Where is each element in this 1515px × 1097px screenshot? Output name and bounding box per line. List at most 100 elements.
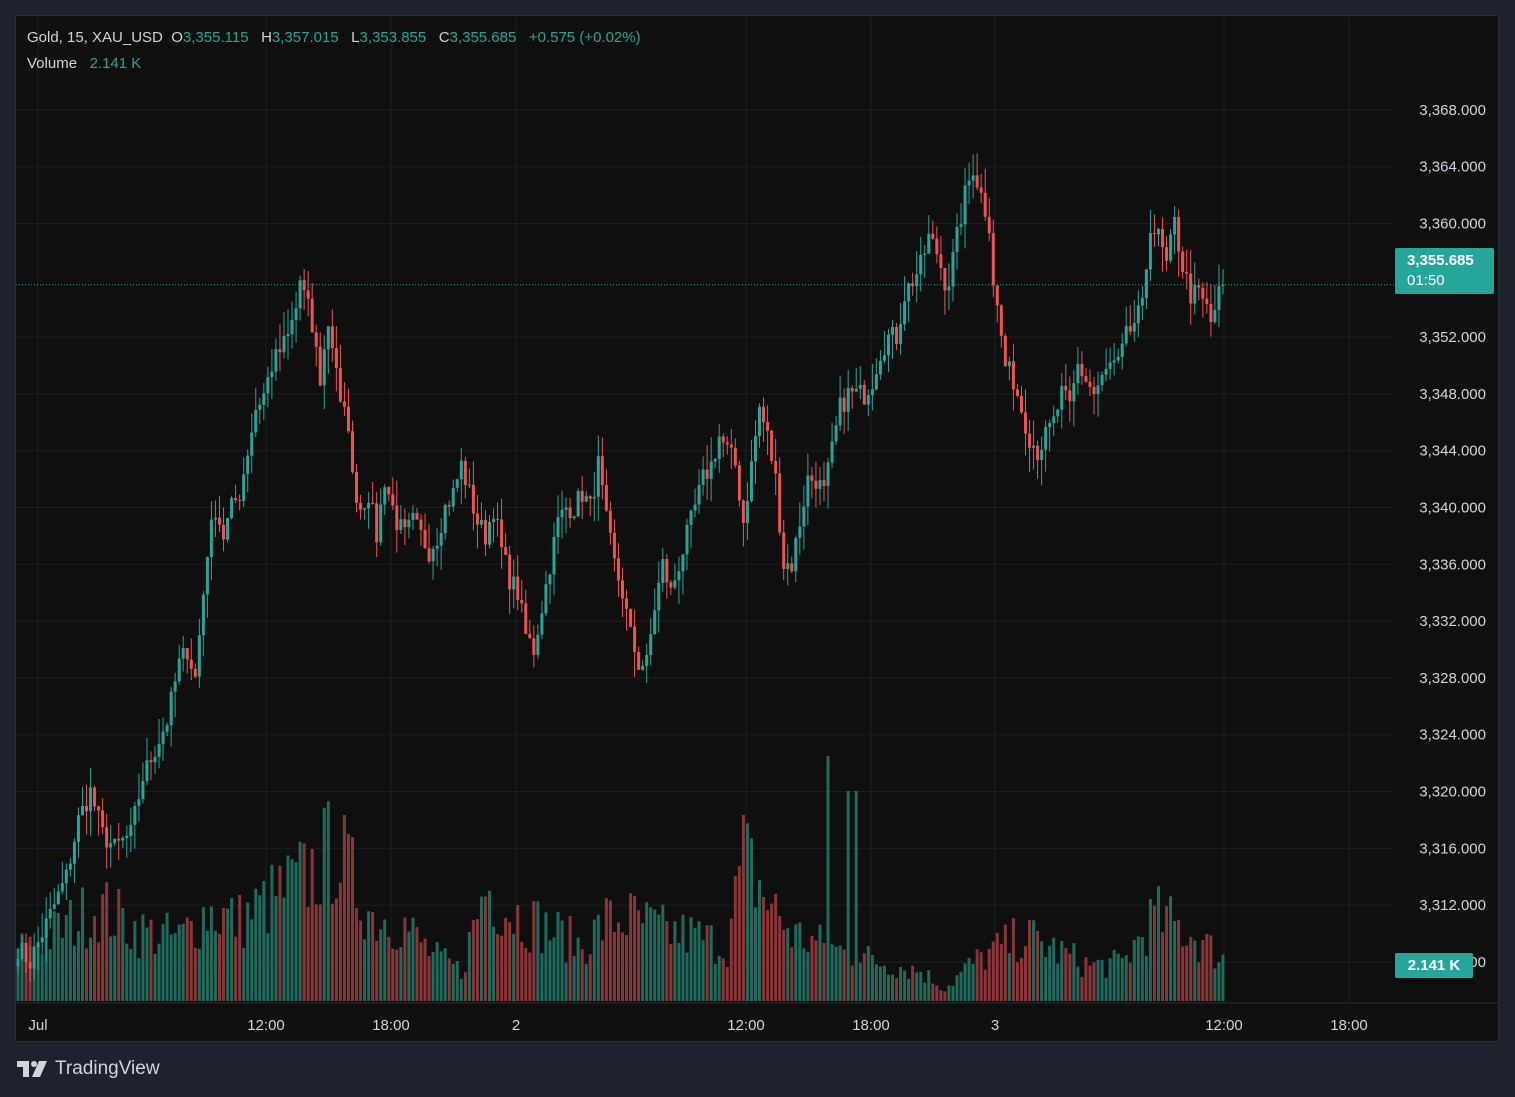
candle-body [1028,433,1032,448]
candle-body [673,580,677,588]
x-tick-label: 18:00 [372,1017,410,1034]
candle-body [1205,298,1209,304]
volume-bar [540,953,544,1001]
symbol-legend[interactable]: Gold, 15, XAU_USD O3,355.115 H3,357.015 … [27,29,641,46]
chart-frame[interactable] [15,15,1499,1042]
candle-body [181,648,185,659]
volume-bar [475,919,479,1001]
volume-bar [822,942,826,1001]
candle-body [733,447,737,466]
volume-bar [1015,962,1019,1001]
volume-bar [435,942,439,1001]
volume-bar [242,947,246,1001]
candle-body [536,634,540,655]
y-tick-label: 3,352.000 [1419,329,1486,346]
candle-body [278,349,282,353]
grid [16,17,1498,1004]
volume-bar [641,923,645,1001]
volume-bar [24,956,28,1001]
candle-body [274,349,278,372]
volume-bar [1064,947,1068,1001]
candle-body [798,526,802,538]
tradingview-brand[interactable]: TradingView [17,1058,160,1080]
volume-bar [733,876,737,1001]
candle-body [1040,449,1044,461]
volume-bar [637,910,641,1001]
volume-bar [427,956,431,1001]
candle-body [334,348,338,368]
volume-bar [1056,963,1060,1001]
volume-value: 2.141 K [89,55,142,72]
candle-body [963,185,967,225]
candle-body [766,422,770,431]
volume-bar [874,964,878,1001]
candle-body [915,274,919,287]
symbol-title[interactable]: Gold, 15, XAU_USD [27,29,163,46]
brand-name: TradingView [55,1058,160,1079]
volume-bar [383,919,387,1001]
volume-bar [355,908,359,1001]
volume-bar [254,888,258,1001]
volume-bar [298,841,302,1001]
volume-bar [991,941,995,1001]
candle-body [625,598,629,609]
volume-legend[interactable]: Volume 2.141 K [27,55,141,72]
volume-bar [721,958,725,1001]
volume-bar [673,921,677,1001]
volume-bar [1181,946,1185,1001]
volume-bar [209,906,213,1001]
x-tick-label: 2 [512,1017,520,1034]
volume-bar [1092,962,1096,1001]
candle-body [157,744,161,757]
volume-bar [1193,940,1197,1001]
volume-bar [560,920,564,1001]
volume-bar [1080,976,1084,1001]
candle-body [24,942,28,963]
time-axis[interactable]: Jul 12:00 18:00 2 12:00 18:00 3 12:00 18:00 [28,1017,1367,1034]
candle-body [310,298,314,333]
volume-bar [451,963,455,1001]
candle-body [443,504,447,534]
y-tick-label: 3,340.000 [1419,500,1486,517]
volume-bar [810,935,814,1001]
candle-body [101,810,105,828]
candle-body [467,484,471,486]
volume-bar [895,978,899,1001]
volume-bar [177,924,181,1001]
candle-body [778,473,782,533]
volume-bar [516,905,520,1001]
candle-body [1124,326,1128,344]
volume-bar [572,955,576,1001]
volume-bar [661,904,665,1001]
candle-body [939,254,943,269]
volume-bar [987,948,991,1001]
candle-body [592,496,596,499]
candle-body [435,545,439,549]
candle-body [205,557,209,595]
volume-bar [137,958,141,1001]
candle-body [1201,287,1205,299]
candle-body [1193,285,1197,304]
candle-body [294,308,298,320]
candle-body [197,635,201,677]
volume-bar [463,972,467,1001]
candle-body [741,500,745,523]
volume-bar [64,915,68,1001]
volume-bar [1213,968,1217,1001]
candle-body [1092,386,1096,395]
volume-bar [552,937,556,1001]
candle-body [548,574,552,585]
volume-bar [556,912,560,1001]
candle-body [500,519,504,548]
candle-body [447,504,451,507]
candle-body [479,519,483,525]
candle-body [371,502,375,504]
volume-bar [238,895,242,1001]
volume-bar [423,938,427,1001]
volume-bar [584,963,588,1001]
y-tick-label: 3,360.000 [1419,216,1486,233]
candle-body [1011,361,1015,390]
price-axis[interactable]: 3,368.000 3,364.000 3,360.000 3,352.000 3,34… [1419,102,1486,971]
volume-bar [749,838,753,1001]
